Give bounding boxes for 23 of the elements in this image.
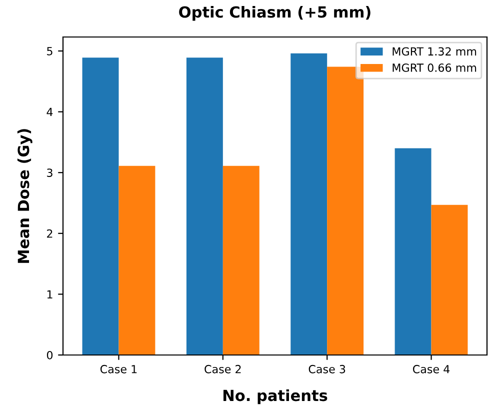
y-tick-label: 1 (47, 290, 52, 298)
legend-label: MGRT 0.66 mm (392, 64, 476, 72)
y-tick-label: 5 (47, 47, 52, 56)
bar (186, 58, 223, 355)
bar (394, 148, 432, 355)
x-tick-label: Case 3 (308, 364, 346, 374)
bar (222, 166, 260, 355)
y-tick-label: 2 (47, 229, 52, 238)
legend-label: MGRT 1.32 mm (392, 47, 476, 56)
bar (327, 66, 364, 355)
y-tick-label: 3 (47, 168, 52, 177)
bar (431, 204, 468, 355)
x-tick-label: Case 2 (204, 364, 241, 374)
bar (290, 53, 328, 355)
y-tick-label: 0 (46, 350, 53, 360)
x-axis-title: No. patients (223, 389, 328, 404)
y-axis-title: Mean Dose (Gy) (17, 129, 32, 263)
y-tick-label: 4 (46, 108, 53, 116)
bar (82, 58, 119, 355)
bar (118, 166, 156, 355)
x-tick-label: Case 1 (100, 364, 137, 374)
x-tick-label: Case 4 (412, 364, 450, 374)
chart-title: Optic Chiasm (+5 mm) (179, 6, 370, 21)
